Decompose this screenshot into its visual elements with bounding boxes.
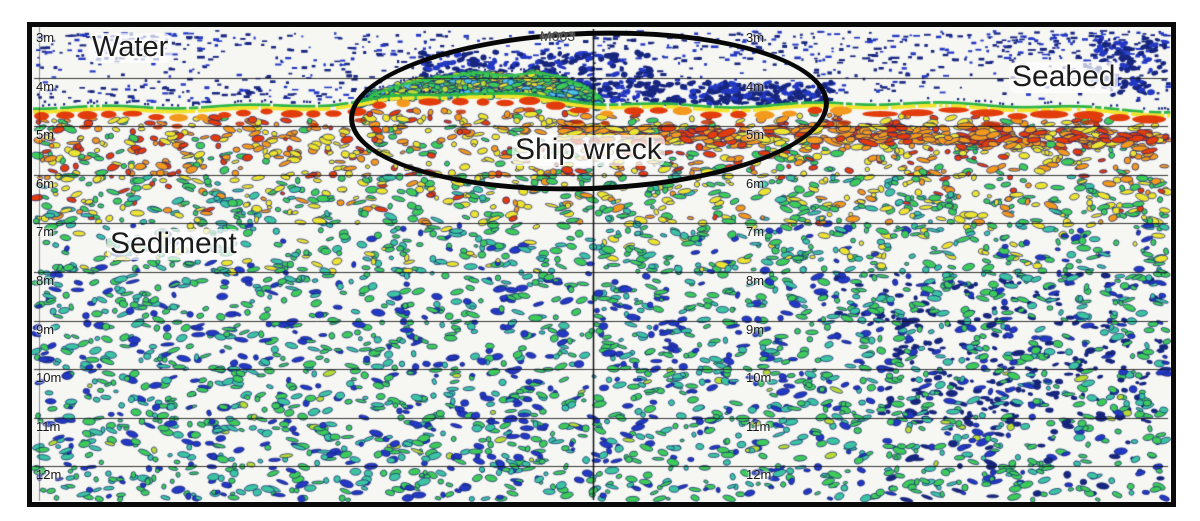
depth-tick-label: 3m [746, 30, 765, 45]
label-seabed: Seabed [1009, 61, 1119, 93]
depth-tick-label: 3m [36, 30, 55, 45]
depth-tick-label: 12m [746, 467, 772, 483]
label-fix-m003: M003 [540, 28, 576, 44]
depth-tick-label: 9m [746, 321, 765, 337]
depth-tick-label: 11m [36, 418, 61, 434]
depth-tick-label: 5m [36, 127, 55, 143]
depth-tick-label: 4m [746, 78, 765, 94]
depth-tick-label: 4m [36, 78, 55, 94]
label-ship-wreck: Ship wreck [512, 134, 665, 166]
depth-tick-label: 11m [746, 418, 771, 434]
depth-tick-label: 10m [36, 370, 62, 386]
label-sediment: Sediment [107, 228, 240, 260]
depth-tick-label: 8m [746, 273, 765, 288]
depth-tick-label: 6m [36, 175, 55, 191]
depth-tick-label: 10m [746, 370, 772, 386]
depth-tick-label: 12m [36, 467, 62, 483]
depth-tick-label: 7m [746, 224, 765, 240]
depth-tick-label: 7m [36, 224, 55, 240]
label-water: Water [89, 32, 172, 63]
depth-tick-label: 6m [746, 175, 765, 191]
depth-tick-label: 5m [746, 127, 765, 143]
depth-tick-label: 9m [36, 321, 55, 337]
depth-tick-label: 8m [36, 273, 55, 288]
